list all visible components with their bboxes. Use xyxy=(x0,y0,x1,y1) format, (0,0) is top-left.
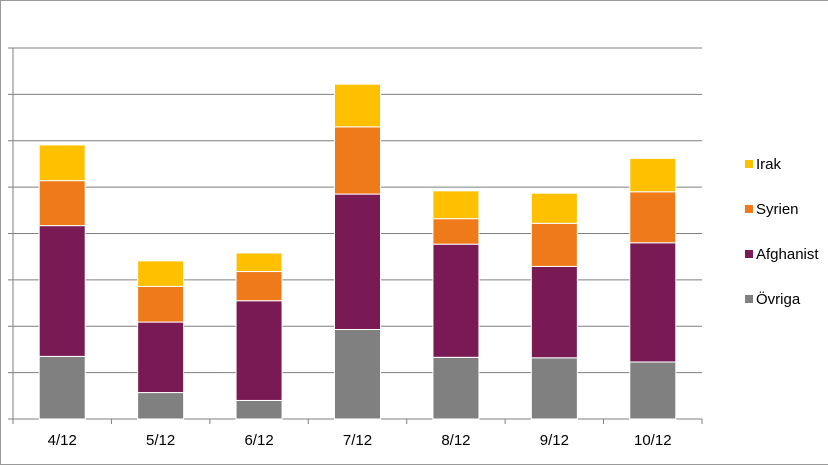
x-tick-label: 10/12 xyxy=(634,432,672,449)
bar-segment-afghanist xyxy=(432,243,480,358)
bar-segment-syrien xyxy=(137,285,185,323)
bars xyxy=(38,83,677,420)
bar-segment--vriga xyxy=(38,355,86,420)
bar-stack xyxy=(137,260,185,420)
x-tick-label: 5/12 xyxy=(146,432,175,449)
bar-segment--vriga xyxy=(334,328,381,420)
bar-segment-afghanist xyxy=(235,300,283,401)
legend-label: Irak xyxy=(756,156,782,173)
bar-segment--vriga xyxy=(137,392,185,420)
bar-segment-syrien xyxy=(38,180,86,227)
bar-stack xyxy=(432,190,480,420)
bar-segment-afghanist xyxy=(38,225,86,357)
legend-swatch xyxy=(745,295,753,303)
bar-segment-syrien xyxy=(629,191,677,244)
legend-swatch xyxy=(745,250,753,258)
legend-swatch xyxy=(745,160,753,168)
bar-segment--vriga xyxy=(432,356,480,420)
bar-stack xyxy=(629,157,677,420)
x-tick-label: 7/12 xyxy=(343,432,372,449)
bar-segment--vriga xyxy=(629,361,677,420)
bar-segment--vriga xyxy=(235,399,283,420)
bar-segment-irak xyxy=(334,83,381,128)
bar-segment-afghanist xyxy=(530,265,578,359)
legend-item: Syrien xyxy=(745,201,799,218)
bar-segment-afghanist xyxy=(137,321,185,394)
bar-segment-irak xyxy=(38,144,86,182)
bar-segment-irak xyxy=(235,252,283,273)
bar-stack xyxy=(38,144,86,420)
x-tick-labels: 4/12 5/12 6/12 7/12 8/12 9/12 10/12 xyxy=(48,432,672,449)
bar-segment--vriga xyxy=(530,357,578,420)
bar-segment-irak xyxy=(432,190,480,220)
legend-item: Övriga xyxy=(745,290,801,308)
x-tick-label: 9/12 xyxy=(540,432,569,449)
legend-label: Syrien xyxy=(756,201,799,218)
bar-segment-afghanist xyxy=(334,193,381,330)
x-tick-label: 4/12 xyxy=(48,432,77,449)
legend-swatch xyxy=(745,205,753,213)
bar-segment-afghanist xyxy=(629,242,677,363)
bar-stack xyxy=(235,252,283,420)
bar-stack xyxy=(334,83,381,420)
legend-label: Afghanist xyxy=(756,246,819,263)
bar-segment-syrien xyxy=(530,222,578,267)
bar-segment-syrien xyxy=(235,271,283,302)
bar-segment-syrien xyxy=(432,218,480,245)
legend-label: Övriga xyxy=(756,290,801,308)
x-tick-label: 8/12 xyxy=(441,432,470,449)
legend-item: Afghanist xyxy=(745,246,819,263)
bar-segment-syrien xyxy=(334,126,381,195)
legend: Irak Syrien Afghanist Övriga xyxy=(745,156,819,308)
bar-segment-irak xyxy=(530,192,578,224)
bar-segment-irak xyxy=(137,260,185,287)
x-tick-label: 6/12 xyxy=(244,432,273,449)
bar-stack xyxy=(530,192,578,420)
bar-segment-irak xyxy=(629,157,677,193)
legend-item: Irak xyxy=(745,156,782,173)
